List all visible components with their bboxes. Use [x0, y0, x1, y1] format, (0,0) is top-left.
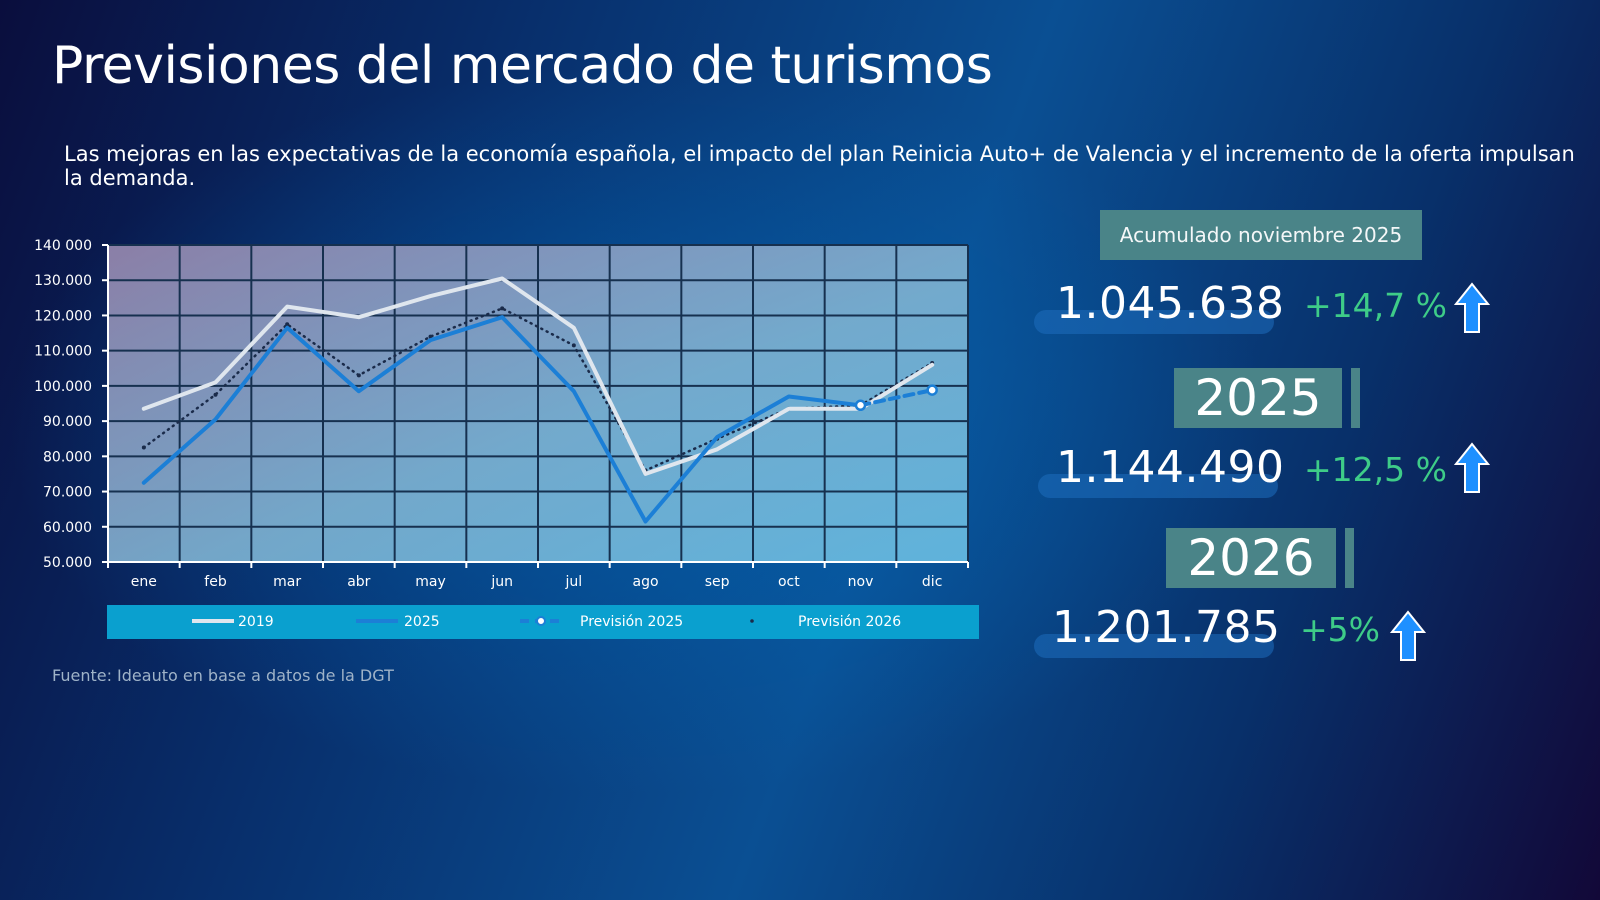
year-2026-label: 2026 [1166, 528, 1336, 588]
year-2026-accent [1345, 528, 1354, 588]
x-tick-label: feb [204, 574, 227, 590]
y-tick-label: 50.000 [43, 555, 92, 571]
legend-label-previsin-2026: Previsión 2026 [798, 614, 901, 630]
legend-marker-previsin-2025 [536, 616, 546, 626]
up-arrow-icon [1390, 610, 1426, 661]
forecast-2025-change: +12,5 % [1304, 450, 1447, 489]
y-tick-label: 80.000 [43, 449, 92, 465]
page-title: Previsiones del mercado de turismos [52, 36, 993, 96]
year-2025-label: 2025 [1174, 368, 1342, 428]
x-tick-label: sep [705, 574, 730, 590]
x-tick-label: may [415, 574, 446, 590]
data-point-previsin-2026 [213, 392, 218, 397]
y-tick-label: 130.000 [34, 273, 92, 289]
source-note: Fuente: Ideauto en base a datos de la DG… [52, 666, 394, 685]
forecast-2026-value: 1.201.785 [1052, 602, 1281, 653]
y-tick-label: 120.000 [34, 308, 92, 324]
x-tick-label: abr [347, 574, 370, 590]
data-point-previsin-2026 [285, 322, 290, 327]
series-line-previsin-2025 [858, 388, 935, 408]
x-tick-label: ago [632, 574, 658, 590]
series-line-2025 [141, 315, 863, 524]
x-tick-label: oct [778, 574, 800, 590]
data-point-previsin-2026 [571, 343, 576, 348]
value-pill [1038, 474, 1278, 498]
x-tick-label: jun [490, 574, 513, 590]
page-subtitle: Las mejoras en las expectativas de la ec… [64, 142, 1575, 190]
y-tick-label: 90.000 [43, 414, 92, 430]
up-arrow-icon [1454, 282, 1490, 333]
cumulative-value: 1.045.638 [1056, 278, 1285, 329]
x-tick-label: jul [565, 574, 583, 590]
x-tick-label: nov [848, 574, 874, 590]
y-tick-label: 100.000 [34, 379, 92, 395]
data-point-previsin-2026 [356, 373, 361, 378]
x-tick-label: dic [922, 574, 942, 590]
year-2025-accent [1351, 368, 1360, 428]
cumulative-change: +14,7 % [1304, 286, 1447, 325]
data-point-previsin-2026 [428, 334, 433, 339]
y-tick-label: 60.000 [43, 520, 92, 536]
value-pill [1034, 634, 1274, 658]
legend-label-2019: 2019 [238, 614, 274, 630]
cumulative-header: Acumulado noviembre 2025 [1100, 210, 1422, 260]
up-arrow-icon [1454, 442, 1490, 493]
legend-label-previsin-2025: Previsión 2025 [580, 614, 683, 630]
legend-label-2025: 2025 [404, 614, 440, 630]
data-point-previsin-2025 [926, 384, 938, 396]
value-pill [1034, 310, 1274, 334]
y-tick-label: 140 000 [34, 238, 92, 254]
line-chart: 140 000 130.000 120.000 110.000 100.000 90.00… [34, 238, 979, 639]
x-tick-label: mar [273, 574, 301, 590]
series-line-2019 [141, 276, 935, 476]
y-tick-label: 110.000 [34, 344, 92, 360]
data-point-previsin-2026 [141, 445, 146, 450]
data-point-previsin-2026 [500, 306, 505, 311]
y-tick-label: 70.000 [43, 485, 92, 501]
data-point-previsin-2025 [854, 399, 867, 412]
forecast-2025-value: 1.144.490 [1056, 442, 1285, 493]
forecast-2026-change: +5% [1300, 610, 1381, 649]
legend-swatch-previsin-2026 [750, 619, 754, 623]
x-tick-label: ene [131, 574, 157, 590]
